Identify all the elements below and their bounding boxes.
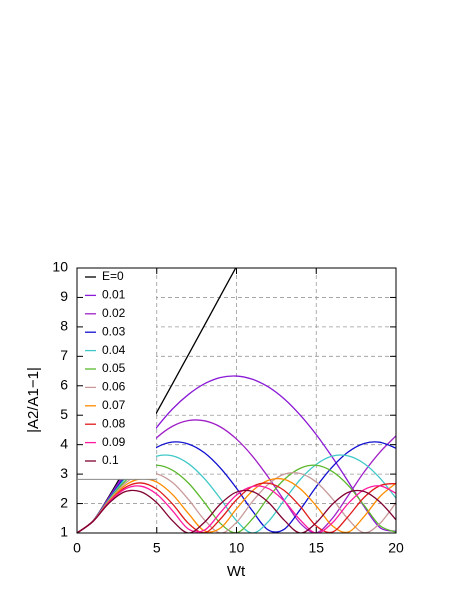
y-tick-label: 4 — [60, 435, 68, 451]
legend-label: 0.07 — [102, 398, 126, 412]
legend-label: 0.1 — [102, 453, 119, 467]
data-line — [77, 477, 396, 533]
y-tick-label: 8 — [60, 318, 68, 334]
legend-label: 0.05 — [102, 361, 126, 375]
y-tick-label: 9 — [60, 288, 68, 304]
data-line — [77, 482, 396, 533]
data-line — [77, 485, 396, 533]
x-tick-label: 15 — [308, 540, 324, 556]
plot-lines — [77, 268, 396, 533]
y-tick-label: 6 — [60, 376, 68, 392]
x-tick-label: 10 — [229, 540, 245, 556]
y-tick-label: 10 — [52, 259, 68, 275]
legend-label: 0.03 — [102, 324, 126, 338]
x-tick-label: 0 — [73, 540, 81, 556]
legend: E=0 0.01 0.02 0.03 0.04 0.05 0.06 0.07 0.08 0.09 0… — [78, 269, 156, 480]
legend-label: 0.04 — [102, 343, 126, 357]
legend-label: 0.01 — [102, 288, 126, 302]
y-axis-label: |A2/A1−1| — [25, 367, 42, 433]
x-tick-label: 5 — [153, 540, 161, 556]
legend-label: 0.09 — [102, 435, 126, 449]
legend-label: 0.02 — [102, 306, 126, 320]
legend-label: 0.06 — [102, 380, 126, 394]
x-axis-label: Wt — [227, 563, 246, 580]
y-tick-label: 3 — [60, 465, 68, 481]
x-tick-label: 20 — [388, 540, 404, 556]
y-tick-label: 2 — [60, 494, 68, 510]
legend-box — [78, 269, 156, 480]
axes: 0 5 10 15 20 1 2 3 4 5 6 7 8 9 10 — [52, 259, 404, 556]
data-line — [77, 489, 396, 533]
y-tick-label: 1 — [60, 524, 68, 540]
legend-label: 0.08 — [102, 416, 126, 430]
y-tick-label: 5 — [60, 406, 68, 422]
legend-label: E=0 — [102, 269, 124, 283]
y-tick-label: 7 — [60, 347, 68, 363]
